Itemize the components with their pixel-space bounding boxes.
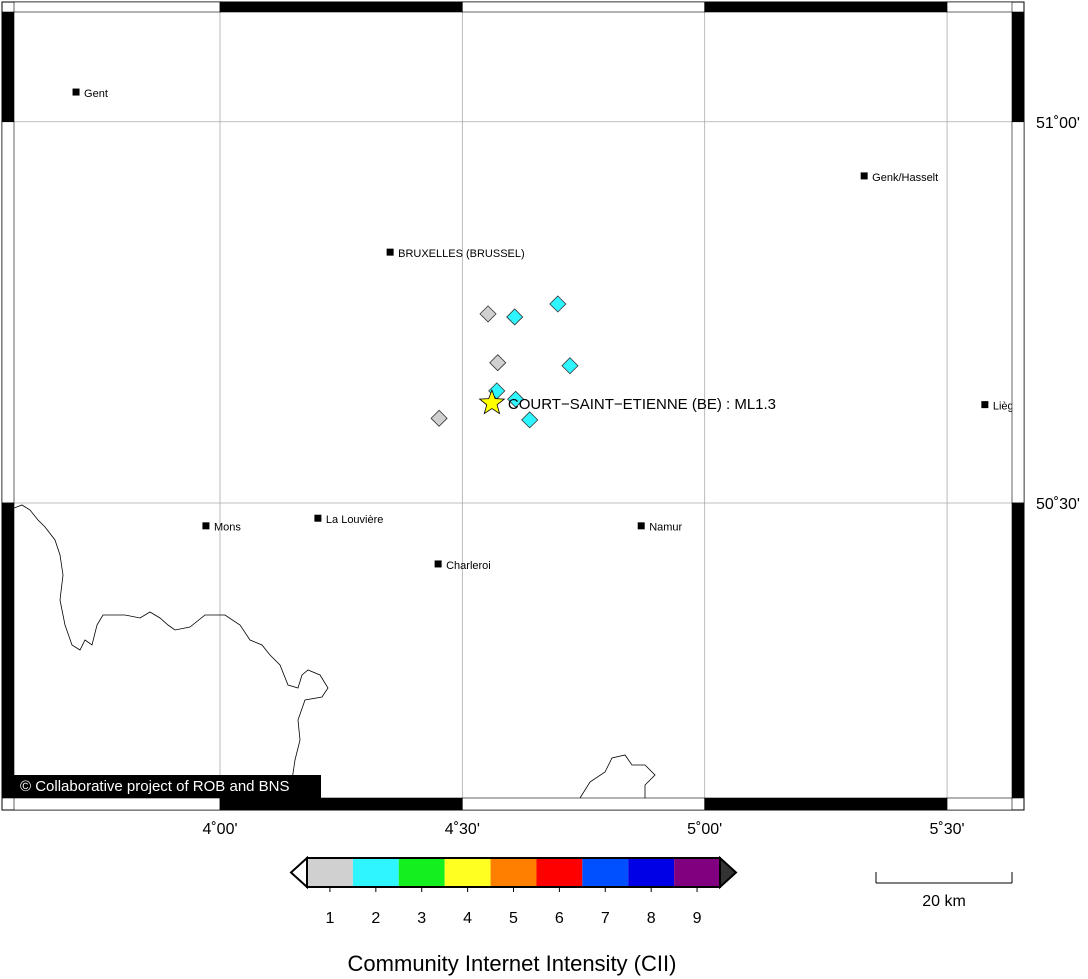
city-marker <box>202 522 210 530</box>
frame-strip <box>1 11 15 123</box>
colorbar-label: 6 <box>555 910 564 927</box>
lon-label: 4˚00' <box>202 821 237 838</box>
colorbar-label: 5 <box>509 910 518 927</box>
frame-strip <box>13 797 221 811</box>
lat-label: 50˚30' <box>1036 496 1080 513</box>
city-label: Liège <box>993 401 1020 413</box>
colorbar-end <box>719 855 738 890</box>
intensity-report <box>430 409 448 427</box>
frame-strip <box>704 1 948 13</box>
colorbar-label: 3 <box>417 910 426 927</box>
intensity-report <box>507 390 525 408</box>
map-content: Gent Genk/Hasselt BRUXELLES (BRUSSEL) Liège… <box>14 12 1020 798</box>
frame-strip <box>1011 502 1025 799</box>
city-marker <box>637 522 645 530</box>
intensity-report <box>549 295 567 313</box>
city-marker <box>434 560 442 568</box>
city-marker <box>981 401 989 409</box>
city-label: BRUXELLES (BRUSSEL) <box>398 248 525 260</box>
frame-strip <box>946 797 1013 811</box>
intensity-report <box>489 354 507 372</box>
city-marker <box>386 248 394 256</box>
scale-label: 20 km <box>922 893 966 910</box>
frame-strip <box>946 1 1013 13</box>
colorbar-label: 8 <box>647 910 656 927</box>
intensity-report <box>479 305 497 323</box>
colorbar-label: 4 <box>463 910 472 927</box>
intensity-report <box>506 308 524 326</box>
copyright: © Collaborative project of ROB and BNS <box>20 778 290 795</box>
epicenter-label: COURT−SAINT−ETIENNE (BE) : ML1.3 <box>508 396 776 413</box>
colorbar-end <box>289 855 308 890</box>
border-line <box>579 754 656 798</box>
frame-strip <box>1011 11 1025 123</box>
colorbar-cell <box>674 858 720 887</box>
colorbar-outline <box>306 857 721 888</box>
city-label: Genk/Hasselt <box>872 172 938 184</box>
frame-strip <box>704 797 948 811</box>
lon-label: 5˚00' <box>687 821 722 838</box>
colorbar-label: 1 <box>325 910 334 927</box>
colorbar-cell <box>398 858 445 887</box>
copyright-box <box>12 775 321 798</box>
colorbar-label: 7 <box>601 910 610 927</box>
colorbar-cell <box>444 858 491 887</box>
colorbar-cell <box>352 858 399 887</box>
frame-strip <box>1011 121 1025 504</box>
frame-strip <box>1 121 15 504</box>
map-frame <box>1 1 1025 811</box>
city-marker <box>72 88 80 96</box>
city-label: Mons <box>214 522 241 534</box>
frame-strip <box>462 1 705 13</box>
frame-strip <box>1 502 15 799</box>
colorbar-cell <box>628 858 675 887</box>
frame-strip <box>13 1 221 13</box>
legend-title: Community Internet Intensity (CII) <box>348 951 677 976</box>
lat-label: 51˚00' <box>1036 115 1080 132</box>
lon-label: 5˚30' <box>930 821 965 838</box>
colorbar-label: 2 <box>371 910 380 927</box>
city-label: La Louvière <box>326 514 384 526</box>
city-label: Charleroi <box>446 560 491 572</box>
frame-strip <box>219 797 463 811</box>
colorbar-cell <box>307 858 353 887</box>
colorbar-cell <box>582 858 629 887</box>
intensity-report <box>561 357 579 375</box>
city-marker <box>314 514 322 522</box>
intensity-report <box>521 411 539 429</box>
city-label: Gent <box>84 88 108 100</box>
lon-label: 4˚30' <box>445 821 480 838</box>
colorbar-cell <box>490 858 537 887</box>
city-marker <box>860 172 868 180</box>
colorbar-label: 9 <box>693 910 702 927</box>
border-line <box>14 504 329 798</box>
frame-strip <box>219 1 463 13</box>
colorbar-cell <box>536 858 583 887</box>
city-label: Namur <box>649 522 682 534</box>
frame-strip <box>462 797 705 811</box>
epicenter <box>478 388 506 415</box>
